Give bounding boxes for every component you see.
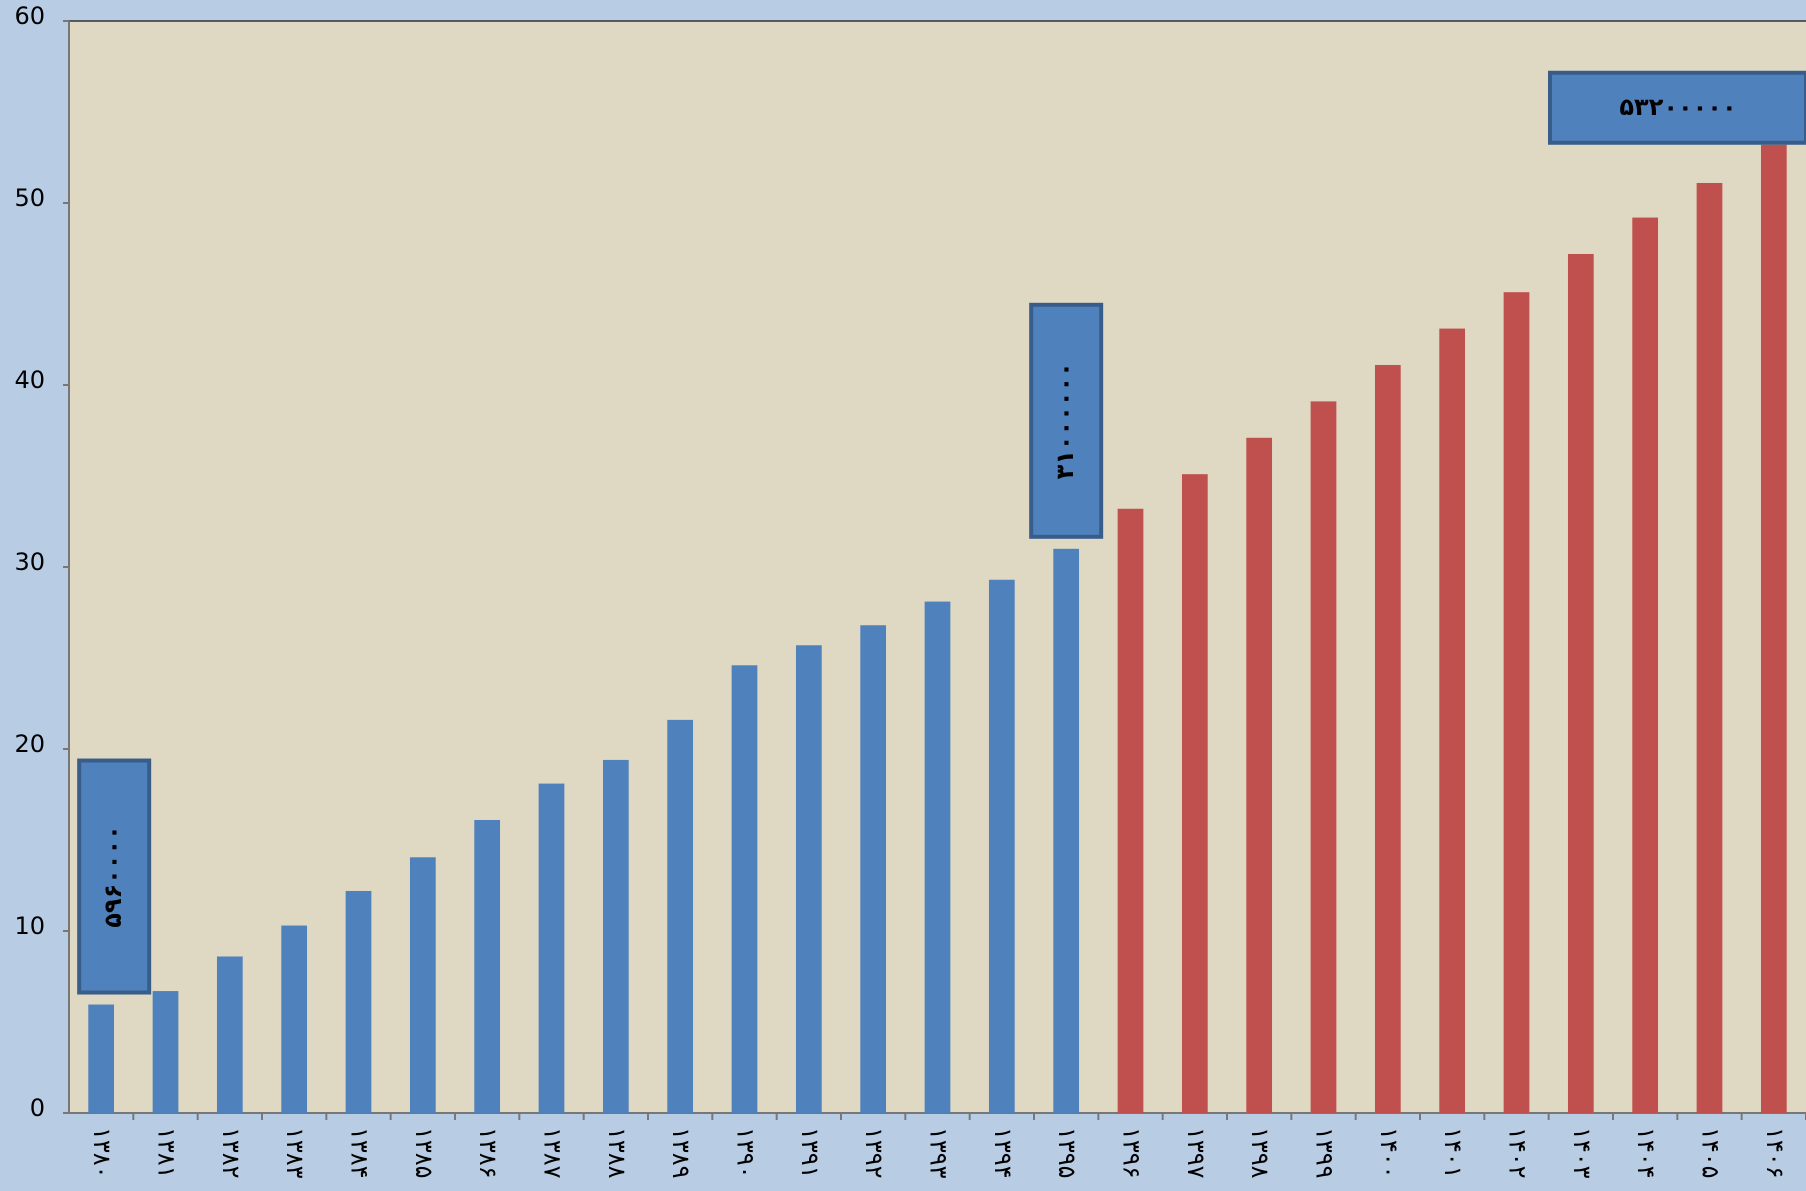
y-tick-label: 30 [14, 548, 45, 576]
bar [1310, 401, 1337, 1113]
bar [216, 956, 243, 1113]
y-tick-label: 0 [30, 1094, 45, 1122]
x-tick-label: ۱۳۹۷ [1182, 1127, 1210, 1179]
value-label-text: ۵۹۶۰۰۰۰ [99, 825, 127, 928]
x-tick-label: ۱۳۹۵ [1053, 1127, 1081, 1179]
x-tick-label: ۱۳۹۰ [732, 1127, 760, 1179]
bar [1503, 292, 1530, 1113]
x-tick-label: ۱۴۰۱ [1439, 1127, 1467, 1179]
y-tick-label: 20 [14, 730, 45, 758]
value-label-box [77, 758, 152, 995]
bar [924, 601, 951, 1113]
bar [474, 819, 501, 1113]
value-label: ۵۳۲۰۰۰۰۰ [1548, 70, 1806, 145]
x-tick-label: ۱۳۹۴ [989, 1127, 1017, 1179]
x-tick-label: ۱۴۰۴ [1632, 1127, 1660, 1179]
bar [1439, 328, 1466, 1114]
bar [602, 759, 629, 1113]
x-tick-label: ۱۳۸۵ [410, 1127, 438, 1179]
x-tick-label: ۱۳۹۳ [925, 1127, 953, 1179]
x-tick-label: ۱۳۸۹ [667, 1127, 695, 1179]
x-tick-label: ۱۴۰۰ [1375, 1127, 1403, 1179]
bar [1760, 144, 1787, 1113]
value-label: ۵۹۶۰۰۰۰ [77, 758, 152, 995]
bar [88, 1004, 115, 1113]
bar [1696, 182, 1723, 1114]
x-tick-label: ۱۳۸۷ [539, 1127, 567, 1179]
x-tick-label: ۱۳۹۹ [1311, 1127, 1339, 1179]
x-tick-label: ۱۳۸۶ [474, 1127, 502, 1179]
y-tick-label: 40 [14, 366, 45, 394]
x-tick-label: ۱۳۸۸ [603, 1127, 631, 1179]
bar [860, 625, 887, 1113]
bar [667, 719, 694, 1113]
x-tick-label: ۱۴۰۳ [1568, 1127, 1596, 1179]
x-tick-label: ۱۳۹۱ [796, 1127, 824, 1179]
bar [1117, 508, 1144, 1113]
bar [1567, 253, 1594, 1113]
y-tick-label: 60 [14, 2, 45, 30]
bar [409, 857, 436, 1113]
value-label-text: ۳۱۰۰۰۰۰۰ [1051, 362, 1079, 479]
bar [152, 991, 179, 1113]
x-tick-label: ۱۴۰۵ [1697, 1127, 1725, 1179]
x-tick-label: ۱۳۹۲ [860, 1127, 888, 1179]
value-label-box [1029, 302, 1104, 539]
y-tick-label: 50 [14, 184, 45, 212]
value-label-box [1548, 70, 1806, 145]
x-tick-label: ۱۳۸۴ [346, 1127, 374, 1179]
bar [538, 783, 565, 1113]
bar [988, 579, 1015, 1113]
value-label: ۳۱۰۰۰۰۰۰ [1029, 302, 1104, 539]
bar [795, 645, 822, 1113]
x-tick-label: ۱۳۸۱ [153, 1127, 181, 1179]
bar [1246, 437, 1273, 1113]
x-tick-label: ۱۴۰۲ [1504, 1127, 1532, 1179]
x-tick-label: ۱۳۹۶ [1118, 1127, 1146, 1179]
bar [281, 925, 308, 1113]
bar [345, 890, 372, 1113]
bar [1374, 364, 1401, 1114]
y-tick-label: 10 [14, 912, 45, 940]
x-tick-label: ۱۳۸۳ [281, 1127, 309, 1179]
bar [1053, 548, 1080, 1113]
x-tick-label: ۱۴۰۶ [1761, 1127, 1789, 1179]
bar [731, 665, 758, 1113]
x-tick-label: ۱۳۸۲ [217, 1127, 245, 1179]
bar [1181, 474, 1208, 1113]
value-label-text: ۵۳۲۰۰۰۰۰ [1619, 93, 1736, 121]
bar [1632, 217, 1659, 1113]
x-tick-label: ۱۳۸۰ [88, 1127, 116, 1179]
x-tick-label: ۱۳۹۸ [1246, 1127, 1274, 1179]
